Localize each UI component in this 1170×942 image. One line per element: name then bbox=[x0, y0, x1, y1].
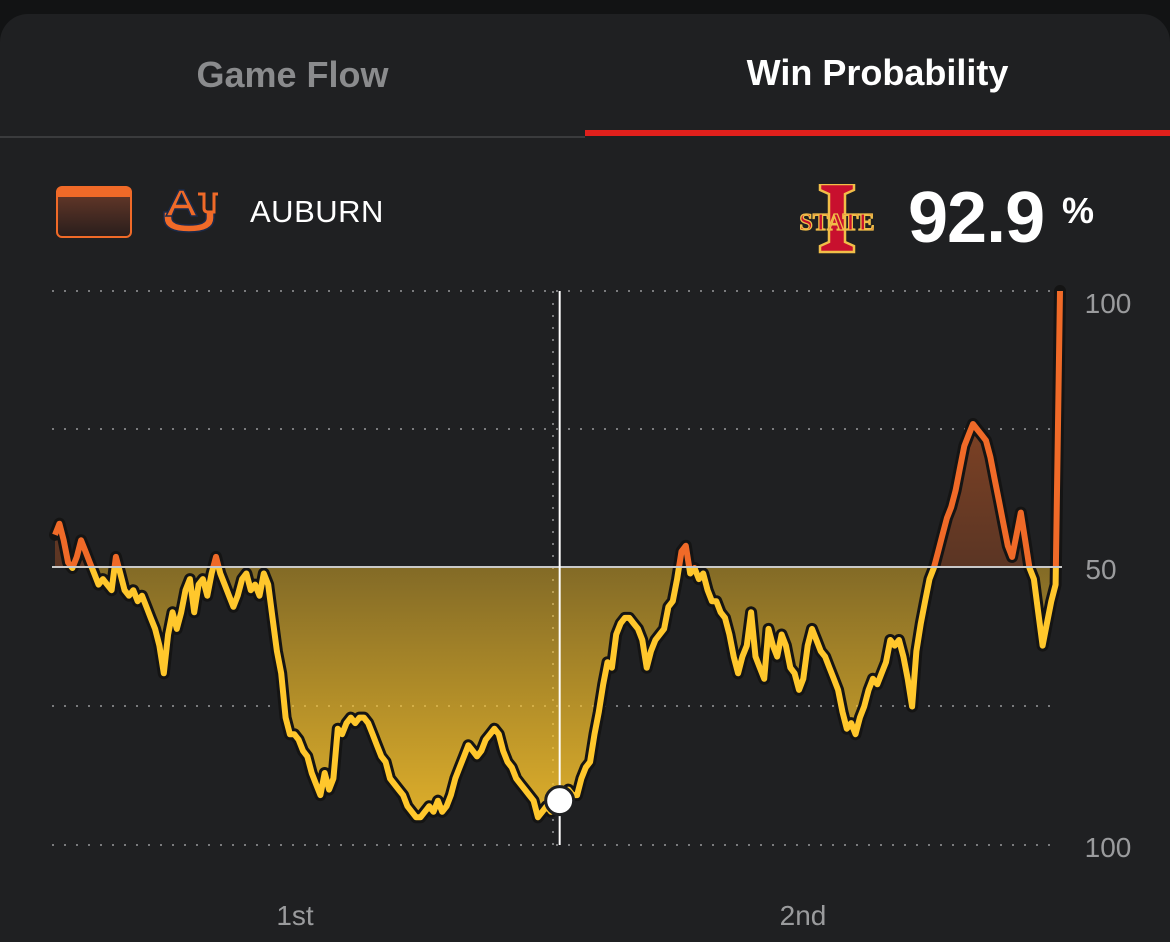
auburn-area-fill bbox=[55, 291, 1060, 567]
iowa-state-logo: STATE bbox=[799, 184, 875, 254]
auburn-logo bbox=[163, 189, 218, 233]
y-tick-top: 100 bbox=[1085, 288, 1132, 319]
team-header: AUBURN STATE 92.9 % bbox=[0, 164, 1170, 264]
series-layer bbox=[49, 285, 1066, 824]
scrubber-handle[interactable] bbox=[544, 785, 576, 817]
x-label-2nd: 2nd bbox=[780, 900, 827, 931]
win-probability-chart[interactable]: 100 50 100 1st 2nd bbox=[0, 284, 1170, 942]
x-label-1st: 1st bbox=[276, 900, 314, 931]
iowa-state-logo-text: STATE bbox=[799, 210, 874, 236]
win-probability-value: 92.9 bbox=[908, 178, 1045, 258]
tab-bar: Game Flow Win Probability bbox=[0, 14, 1170, 138]
iowa-state-area-fill bbox=[55, 567, 1060, 818]
tab-win-probability[interactable]: Win Probability bbox=[585, 14, 1170, 136]
chart-toggle-button[interactable] bbox=[56, 186, 132, 238]
win-probability-card: Game Flow Win Probability AUBURN STATE 9… bbox=[0, 14, 1170, 942]
tab-game-flow[interactable]: Game Flow bbox=[0, 14, 585, 138]
team-name-auburn: AUBURN bbox=[250, 194, 384, 229]
win-probability-unit: % bbox=[1062, 190, 1095, 231]
y-tick-middle: 50 bbox=[1085, 554, 1116, 585]
y-tick-bottom: 100 bbox=[1085, 832, 1132, 863]
